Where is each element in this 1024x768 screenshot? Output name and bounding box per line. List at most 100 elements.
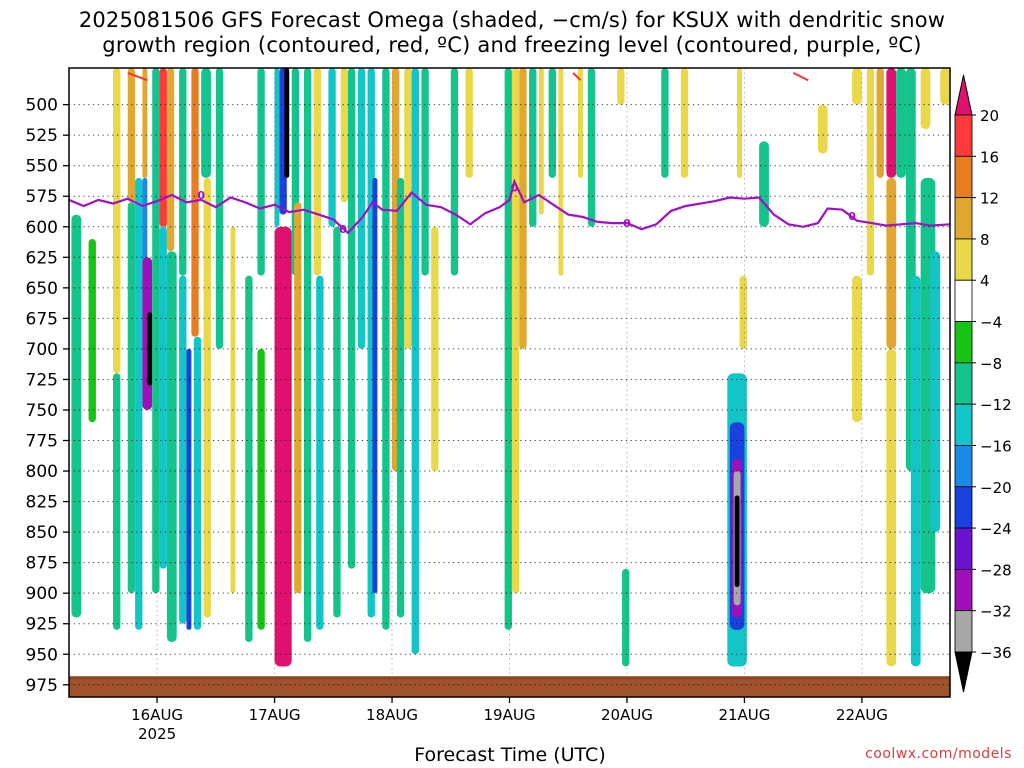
freezing-level-label: 0	[197, 189, 205, 202]
colorbar-swatch	[954, 610, 973, 653]
omega-cell	[152, 68, 160, 594]
y-tick-label: 975	[26, 676, 58, 696]
omega-cell	[622, 568, 630, 667]
omega-cell	[166, 251, 177, 643]
y-tick-label: 600	[26, 218, 58, 238]
omega-cell	[179, 68, 187, 276]
y-tick-label: 900	[26, 584, 58, 604]
y-tick-label: 550	[26, 157, 58, 177]
omega-cell	[404, 68, 412, 349]
title-line-2: growth region (contoured, red, ºC) and f…	[102, 33, 922, 57]
colorbar-label: −8	[980, 355, 1002, 373]
omega-cell	[245, 275, 253, 643]
colorbar-label: 4	[980, 272, 990, 290]
x-tick-sublabel: 2025	[138, 725, 176, 743]
x-tick-label: 21AUG	[718, 706, 770, 724]
omega-cell	[896, 68, 906, 178]
omega-cell	[886, 177, 897, 349]
omega-cell	[201, 68, 211, 178]
omega-cell	[737, 68, 742, 178]
y-tick-label: 950	[26, 645, 58, 665]
source-credit: coolwx.com/models	[865, 746, 1012, 762]
omega-cell	[866, 68, 875, 276]
y-tick-label: 775	[26, 432, 58, 452]
dgz-contour	[127, 71, 148, 82]
omega-cell	[886, 68, 897, 178]
omega-cell	[191, 68, 199, 337]
y-tick-label: 925	[26, 615, 58, 635]
omega-cell	[274, 226, 292, 667]
x-axis-label: Forecast Time (UTC)	[414, 744, 606, 766]
y-tick-label: 825	[26, 493, 58, 513]
omega-cell	[193, 336, 202, 630]
omega-cell	[538, 68, 544, 215]
omega-cell	[113, 68, 121, 374]
colorbar: 20 16 12 8 4 −4 −8 −12 −16 −20 −24 −28 −32 −36	[954, 74, 1012, 693]
omega-cell	[357, 68, 366, 349]
colorbar-swatch	[954, 527, 973, 570]
omega-cell	[465, 68, 473, 178]
omega-cell	[257, 68, 265, 276]
x-tick-label: 17AUG	[249, 706, 301, 724]
y-tick-label: 625	[26, 248, 58, 268]
omega-cell	[71, 214, 82, 618]
y-tick-label: 500	[26, 96, 58, 116]
omega-cell	[333, 226, 341, 618]
freezing-level-label: 0	[339, 223, 347, 236]
y-tick-label: 850	[26, 523, 58, 543]
colorbar-label: −20	[980, 479, 1012, 497]
y-tick-label: 525	[26, 126, 58, 146]
colorbar-swatch	[954, 155, 973, 199]
omega-cell	[529, 68, 537, 227]
y-tick-label: 750	[26, 401, 58, 421]
omega-cell	[88, 238, 96, 423]
omega-cell	[739, 275, 747, 349]
omega-cell	[852, 68, 862, 105]
colorbar-swatch	[954, 486, 973, 529]
colorbar-swatch	[954, 321, 973, 364]
omega-cell	[504, 68, 512, 630]
omega-cell	[274, 68, 280, 227]
colorbar-swatch	[954, 568, 973, 612]
grid	[69, 68, 950, 697]
colorbar-label: −28	[980, 561, 1012, 579]
omega-cell	[340, 68, 348, 203]
freezing-level-line	[69, 178, 950, 235]
omega-cell	[617, 68, 625, 105]
omega-cell	[759, 141, 769, 227]
omega-cell	[450, 68, 459, 276]
colorbar-label: 8	[980, 231, 990, 249]
omega-cell	[680, 68, 689, 178]
omega-cell	[127, 202, 136, 594]
x-tick-label: 18AUG	[366, 706, 418, 724]
omega-cell	[910, 275, 921, 667]
y-tick-label: 650	[26, 279, 58, 299]
colorbar-label: −16	[980, 437, 1012, 455]
omega-cell	[147, 312, 153, 386]
y-tick-label: 700	[26, 340, 58, 360]
omega-cell	[203, 177, 211, 618]
omega-cell	[159, 68, 167, 227]
colorbar-top-arrow	[954, 74, 973, 116]
omega-cell	[734, 495, 740, 588]
y-tick-label: 800	[26, 462, 58, 482]
omega-cell	[817, 104, 828, 154]
colorbar-label: −32	[980, 603, 1012, 621]
omega-cell	[519, 68, 527, 349]
y-tick-label: 575	[26, 187, 58, 207]
omega-cell	[578, 68, 583, 178]
x-tick-label: 16AUG	[131, 706, 183, 724]
omega-cell	[347, 68, 356, 569]
omega-cell	[135, 177, 143, 630]
colorbar-swatch	[954, 445, 973, 488]
colorbar-swatch	[954, 403, 973, 446]
colorbar-label: −12	[980, 396, 1012, 414]
omega-cell	[316, 275, 324, 630]
dgz-contour	[792, 71, 809, 82]
freezing-level-label: 0	[623, 217, 631, 230]
colorbar-label: 20	[980, 107, 999, 125]
omega-cell	[284, 68, 290, 178]
colorbar-label: 12	[980, 190, 999, 208]
